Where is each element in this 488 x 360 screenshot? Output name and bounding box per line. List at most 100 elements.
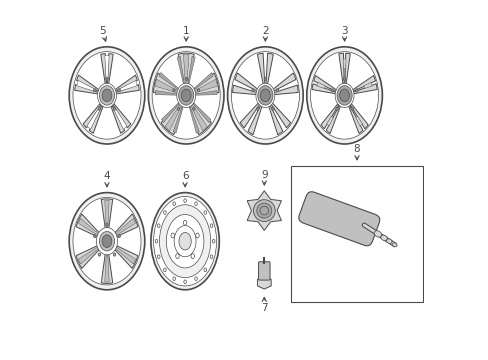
Polygon shape [115, 85, 139, 94]
Ellipse shape [260, 89, 270, 102]
Ellipse shape [276, 89, 278, 92]
Polygon shape [77, 81, 96, 92]
Polygon shape [257, 53, 264, 86]
Ellipse shape [197, 89, 199, 92]
Ellipse shape [343, 77, 345, 80]
Polygon shape [246, 191, 281, 230]
Polygon shape [104, 252, 109, 282]
Ellipse shape [93, 234, 96, 238]
Ellipse shape [148, 47, 224, 144]
Ellipse shape [155, 239, 158, 243]
Polygon shape [76, 244, 101, 268]
Polygon shape [272, 85, 298, 95]
Text: 9: 9 [261, 170, 267, 185]
Polygon shape [347, 103, 362, 134]
Polygon shape [271, 73, 295, 92]
Ellipse shape [171, 233, 174, 238]
Ellipse shape [231, 52, 299, 139]
Polygon shape [193, 103, 210, 122]
Text: 2: 2 [262, 26, 268, 41]
Polygon shape [113, 107, 127, 129]
Polygon shape [190, 103, 207, 131]
Ellipse shape [336, 86, 351, 105]
Ellipse shape [179, 233, 191, 250]
Polygon shape [75, 85, 99, 94]
Circle shape [253, 200, 275, 221]
Polygon shape [240, 102, 260, 128]
Ellipse shape [69, 193, 144, 290]
Polygon shape [161, 102, 183, 135]
Text: 6: 6 [182, 171, 188, 187]
Polygon shape [153, 73, 180, 95]
Ellipse shape [210, 224, 212, 228]
Ellipse shape [69, 47, 144, 144]
Polygon shape [78, 246, 100, 264]
Ellipse shape [256, 107, 259, 111]
Polygon shape [343, 59, 346, 69]
Polygon shape [165, 103, 182, 131]
Ellipse shape [392, 243, 396, 247]
FancyBboxPatch shape [298, 192, 379, 246]
Ellipse shape [203, 268, 206, 272]
Ellipse shape [175, 254, 179, 258]
Text: 4: 4 [103, 171, 110, 187]
Ellipse shape [105, 77, 108, 80]
Text: 8: 8 [353, 144, 360, 160]
Polygon shape [187, 56, 195, 84]
Ellipse shape [350, 107, 353, 111]
Ellipse shape [386, 239, 391, 244]
Ellipse shape [176, 83, 195, 108]
Polygon shape [104, 201, 109, 230]
Ellipse shape [330, 89, 333, 92]
Ellipse shape [334, 83, 353, 108]
Ellipse shape [159, 205, 210, 278]
Polygon shape [76, 214, 101, 238]
Polygon shape [265, 53, 273, 86]
Ellipse shape [192, 107, 195, 111]
Polygon shape [195, 91, 217, 95]
Polygon shape [87, 107, 101, 129]
Text: 7: 7 [261, 297, 267, 313]
Ellipse shape [99, 231, 114, 251]
Polygon shape [350, 76, 375, 92]
Ellipse shape [174, 226, 196, 257]
Polygon shape [325, 103, 341, 134]
Circle shape [256, 203, 271, 218]
Polygon shape [247, 104, 262, 135]
Polygon shape [267, 104, 282, 135]
Polygon shape [155, 79, 178, 93]
Ellipse shape [339, 89, 349, 102]
Ellipse shape [251, 89, 254, 92]
Text: 3: 3 [341, 26, 347, 41]
Polygon shape [89, 104, 103, 133]
Polygon shape [161, 103, 179, 122]
Ellipse shape [151, 193, 219, 290]
Polygon shape [194, 73, 213, 90]
Ellipse shape [194, 277, 197, 280]
Polygon shape [192, 73, 219, 95]
Ellipse shape [183, 220, 186, 225]
Ellipse shape [184, 77, 187, 80]
Polygon shape [83, 103, 102, 128]
Polygon shape [177, 56, 184, 84]
Text: 1: 1 [183, 26, 189, 41]
Ellipse shape [271, 107, 274, 111]
Ellipse shape [373, 231, 381, 237]
Polygon shape [101, 251, 112, 283]
Ellipse shape [97, 83, 116, 108]
Ellipse shape [98, 107, 101, 111]
Polygon shape [101, 54, 106, 85]
Polygon shape [189, 102, 211, 135]
Ellipse shape [166, 215, 203, 268]
Ellipse shape [73, 52, 141, 139]
Polygon shape [178, 53, 194, 86]
Ellipse shape [264, 77, 266, 80]
Polygon shape [110, 104, 124, 133]
Ellipse shape [173, 277, 175, 280]
Ellipse shape [96, 228, 117, 255]
Ellipse shape [163, 268, 166, 272]
Polygon shape [114, 246, 135, 264]
Polygon shape [112, 103, 130, 128]
Polygon shape [155, 91, 177, 95]
Polygon shape [117, 81, 137, 92]
